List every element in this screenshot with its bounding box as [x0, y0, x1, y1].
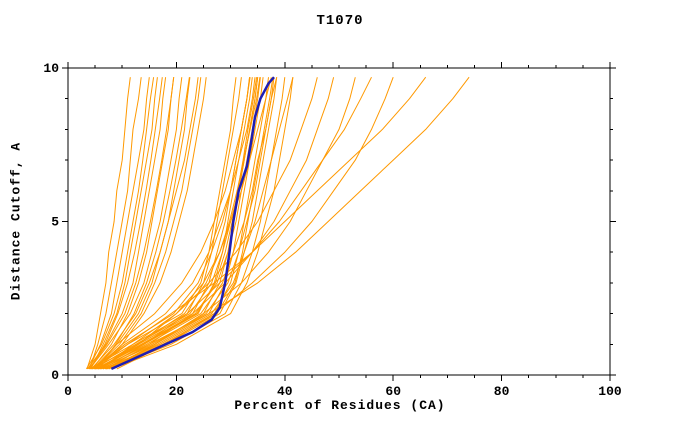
- y-axis-label: Distance Cutoff, A: [8, 141, 24, 301]
- tick-labels: 0 20 40 60 80 100 0 5 10: [43, 61, 622, 399]
- x-axis-label: Percent of Residues (CA): [234, 398, 446, 413]
- axis-ticks: [62, 62, 616, 381]
- median-curve: [110, 76, 275, 371]
- model-curves: [85, 76, 470, 370]
- svg-text:40: 40: [277, 384, 293, 399]
- svg-text:0: 0: [64, 384, 72, 399]
- svg-text:60: 60: [385, 384, 401, 399]
- chart-title: T1070: [316, 13, 364, 29]
- svg-text:80: 80: [494, 384, 510, 399]
- svg-text:20: 20: [169, 384, 185, 399]
- svg-text:100: 100: [598, 384, 622, 399]
- svg-text:0: 0: [51, 368, 59, 383]
- svg-text:5: 5: [51, 215, 59, 230]
- svg-text:10: 10: [43, 61, 59, 76]
